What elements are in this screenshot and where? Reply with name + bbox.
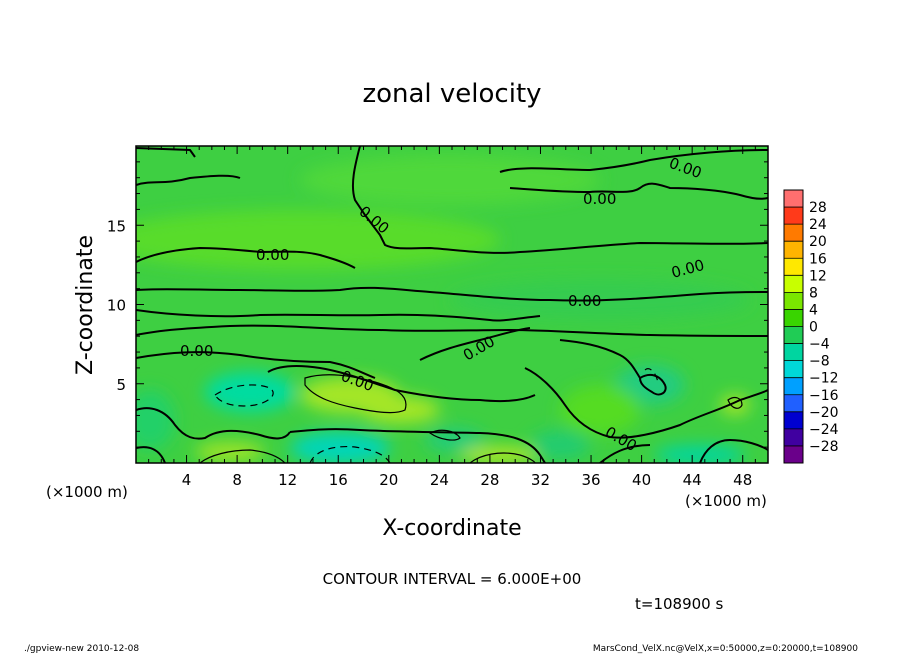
colorbar-swatch: [784, 207, 803, 225]
colorbar-swatch: [784, 428, 803, 447]
colorbar-label: −24: [809, 422, 839, 438]
footer-left-text: ./gpview-new 2010-12-08: [24, 644, 139, 654]
negative-contours: [214, 368, 659, 463]
x-tick-label: 12: [278, 471, 297, 489]
colorbar-label: 16: [809, 251, 827, 267]
y-tick-label: 5: [116, 376, 126, 394]
x-axis: 4 8 12 16 20 24 28 32 36 40 44 48: [148, 146, 756, 489]
y-unit-label: (×1000 m): [46, 483, 128, 501]
colorbar-label: 4: [809, 302, 818, 318]
x-tick-label: 36: [581, 471, 600, 489]
colorbar-swatch: [784, 377, 803, 396]
colorbar-label: 0: [809, 320, 818, 336]
colorbar-swatch: [784, 394, 803, 413]
x-tick-label: 16: [329, 471, 348, 489]
colorbar-swatch: [784, 360, 803, 378]
x-tick-label: 28: [480, 471, 499, 489]
y-tick-label: 15: [107, 217, 126, 235]
contour-label: 0.00: [583, 190, 616, 208]
colorbar-swatch: [784, 224, 803, 242]
colorbar-swatch: [784, 411, 803, 430]
footer-right-text: MarsCond_VelX.nc@VelX,x=0:50000,z=0:2000…: [593, 644, 858, 654]
other-contours: [199, 374, 743, 463]
colorbar-label: −4: [809, 337, 830, 353]
field-shading: [136, 155, 750, 463]
x-tick-label: 20: [379, 471, 398, 489]
x-tick-label: 44: [683, 471, 702, 489]
x-tick-label: 8: [232, 471, 242, 489]
colorbar-swatch: [784, 326, 803, 344]
colorbar-label: 28: [809, 200, 827, 216]
chart-title: zonal velocity: [362, 79, 541, 109]
colorbar-swatch: [784, 292, 803, 310]
x-axis-title: X-coordinate: [382, 516, 521, 541]
colorbar-swatch: [784, 275, 803, 293]
colorbar-swatch: [784, 445, 803, 464]
x-tick-label: 4: [182, 471, 192, 489]
plot-area: 0.00 0.00 0.00 0.00 0.00 0.00 0.00 0.00 …: [136, 146, 768, 463]
x-tick-label: 32: [531, 471, 550, 489]
x-tick-label: 40: [632, 471, 651, 489]
colorbar-label: 24: [809, 217, 827, 233]
x-tick-label: 24: [430, 471, 449, 489]
zero-contours: [136, 146, 768, 463]
colorbar-label: 8: [809, 285, 818, 301]
contour-label: 0.00: [256, 246, 289, 264]
colorbar-swatch: [784, 343, 803, 361]
colorbar-swatch: [784, 309, 803, 327]
colorbar-label: −28: [809, 439, 839, 455]
contour-label: 0.00: [568, 292, 601, 310]
colorbar-swatch: [784, 190, 803, 208]
time-text: t=108900 s: [635, 595, 723, 613]
colorbar-swatch: [784, 258, 803, 276]
colorbar-swatch: [784, 241, 803, 259]
contour-interval-text: CONTOUR INTERVAL = 6.000E+00: [323, 570, 582, 588]
colorbar-label: −16: [809, 388, 839, 404]
contour-label: 0.00: [180, 342, 213, 360]
x-tick-label: 48: [733, 471, 752, 489]
colorbar-label: −20: [809, 405, 839, 421]
colorbar-label: 12: [809, 268, 827, 284]
colorbar-label: 20: [809, 234, 827, 250]
colorbar-label: −12: [809, 371, 839, 387]
y-axis-title: Z-coordinate: [73, 235, 98, 375]
y-tick-label: 10: [107, 297, 126, 315]
x-unit-label: (×1000 m): [685, 492, 767, 510]
colorbar-label: −8: [809, 354, 830, 370]
y-axis: 5 10 15: [107, 161, 768, 448]
